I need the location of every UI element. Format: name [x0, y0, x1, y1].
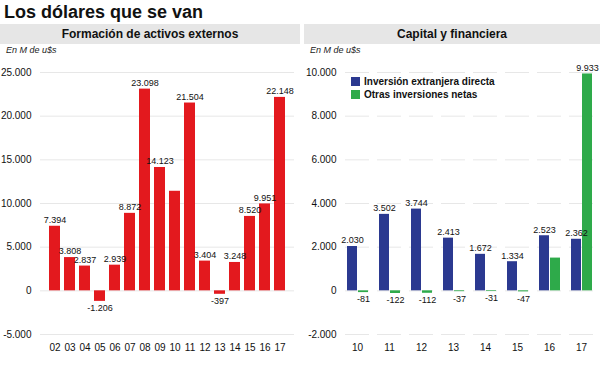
svg-text:2.413: 2.413: [437, 227, 460, 237]
svg-text:04: 04: [79, 342, 91, 353]
svg-text:0: 0: [331, 285, 337, 296]
svg-text:-31: -31: [485, 293, 498, 303]
html-text:Formación de activos externos: Formación de activos externos: [61, 27, 239, 41]
svg-text:23.098: 23.098: [131, 78, 159, 88]
svg-text:09: 09: [154, 342, 166, 353]
svg-text:06: 06: [109, 342, 121, 353]
svg-text:-37: -37: [453, 294, 466, 304]
svg-text:1.334: 1.334: [501, 251, 524, 261]
svg-text:-112: -112: [419, 295, 436, 305]
svg-text:9.951: 9.951: [254, 193, 277, 203]
svg-text:-47: -47: [517, 294, 530, 304]
svg-text:-2.000: -2.000: [308, 329, 337, 340]
svg-text:3.502: 3.502: [373, 203, 396, 213]
svg-text:13: 13: [448, 342, 460, 353]
svg-text:16: 16: [259, 342, 271, 353]
svg-text:08: 08: [139, 342, 151, 353]
html-text:Otras inversiones netas: Otras inversiones netas: [364, 89, 478, 100]
svg-text:6.000: 6.000: [311, 154, 336, 165]
svg-text:10.000: 10.000: [306, 67, 337, 78]
svg-text:14: 14: [480, 342, 492, 353]
svg-text:15: 15: [512, 342, 524, 353]
svg-text:15: 15: [244, 342, 256, 353]
svg-text:21.504: 21.504: [176, 92, 204, 102]
svg-text:12: 12: [199, 342, 211, 353]
svg-text:0: 0: [26, 285, 32, 296]
svg-text:10: 10: [352, 342, 364, 353]
svg-text:4.000: 4.000: [311, 198, 336, 209]
svg-text:2.000: 2.000: [311, 241, 336, 252]
html-text:Inversión extranjera directa: Inversión extranjera directa: [364, 76, 495, 87]
svg-text:22.148: 22.148: [266, 86, 294, 96]
svg-text:8.000: 8.000: [311, 110, 336, 121]
svg-text:11: 11: [384, 342, 395, 353]
svg-text:8.520: 8.520: [239, 205, 262, 215]
svg-text:03: 03: [64, 342, 76, 353]
svg-text:-122: -122: [386, 295, 404, 305]
svg-text:16: 16: [544, 342, 556, 353]
svg-text:5.000: 5.000: [6, 241, 31, 252]
html-text:En M de u$s: En M de u$s: [6, 45, 57, 55]
svg-text:8.872: 8.872: [119, 202, 142, 212]
svg-text:2.523: 2.523: [533, 225, 556, 235]
svg-text:20.000: 20.000: [1, 110, 32, 121]
svg-text:7.394: 7.394: [44, 215, 67, 225]
svg-text:3.744: 3.744: [405, 198, 428, 208]
html-text:Capital y financiera: Capital y financiera: [397, 27, 507, 41]
svg-text:17: 17: [274, 342, 286, 353]
svg-text:3.248: 3.248: [224, 251, 247, 261]
svg-text:25.000: 25.000: [1, 67, 32, 78]
svg-text:15.000: 15.000: [1, 154, 32, 165]
svg-text:2.362: 2.362: [565, 228, 588, 238]
svg-text:02: 02: [49, 342, 61, 353]
svg-text:17: 17: [576, 342, 588, 353]
svg-text:10.000: 10.000: [1, 198, 32, 209]
svg-text:14.123: 14.123: [146, 156, 174, 166]
svg-text:2.837: 2.837: [74, 255, 97, 265]
svg-text:2.939: 2.939: [104, 254, 127, 264]
svg-text:2.030: 2.030: [341, 235, 364, 245]
html-text:En M de u$s: En M de u$s: [310, 45, 361, 55]
html-text:Los dólares que se van: Los dólares que se van: [4, 2, 204, 22]
svg-text:12: 12: [416, 342, 428, 353]
svg-text:-397: -397: [211, 296, 229, 306]
svg-text:05: 05: [94, 342, 106, 353]
svg-text:-1.206: -1.206: [87, 303, 113, 313]
svg-text:13: 13: [214, 342, 226, 353]
svg-text:11: 11: [185, 342, 196, 353]
svg-text:-5.000: -5.000: [3, 329, 32, 340]
svg-text:10: 10: [169, 342, 181, 353]
svg-text:9.933: 9.933: [576, 63, 599, 73]
svg-text:-81: -81: [357, 294, 370, 304]
svg-text:14: 14: [229, 342, 241, 353]
svg-text:1.672: 1.672: [469, 243, 492, 253]
svg-text:3.404: 3.404: [194, 250, 217, 260]
svg-text:3.808: 3.808: [58, 246, 82, 257]
svg-text:07: 07: [124, 342, 136, 353]
